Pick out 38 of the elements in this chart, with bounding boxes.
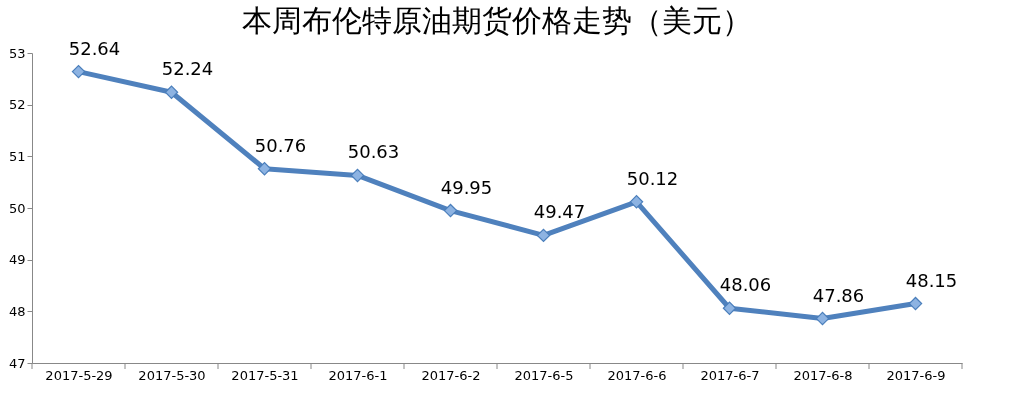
x-tick-label: 2017-5-30 <box>138 367 206 383</box>
data-label: 47.86 <box>812 284 865 306</box>
x-tick-label: 2017-5-29 <box>45 367 113 383</box>
point <box>257 162 272 176</box>
x-tick-label: 2017-6-5 <box>514 367 574 383</box>
data-label: 50.63 <box>347 141 400 163</box>
x-tick-label: 2017-6-1 <box>328 367 388 383</box>
y-tick-label: 53 <box>8 45 26 61</box>
point <box>350 168 365 183</box>
x-tick-label: 2017-6-8 <box>793 367 853 383</box>
point <box>815 311 830 326</box>
data-label: 50.76 <box>254 134 307 156</box>
x-tick-label: 2017-6-9 <box>886 367 946 383</box>
data-label: 48.15 <box>905 269 958 291</box>
x-tick-label: 2017-5-31 <box>231 367 299 383</box>
data-label: 50.12 <box>626 167 679 189</box>
point <box>71 64 86 79</box>
y-tick-label: 51 <box>8 148 26 164</box>
chart-title: 本周布伦特原油期货价格走势（美元） <box>242 2 752 38</box>
data-label: 49.47 <box>533 201 586 223</box>
y-tick-label: 50 <box>8 200 26 216</box>
data-label: 48.06 <box>719 274 772 296</box>
point <box>908 296 923 311</box>
point <box>629 195 644 209</box>
point <box>164 85 179 99</box>
point <box>443 203 458 218</box>
data-label: 52.64 <box>68 37 121 59</box>
x-tick-label: 2017-6-2 <box>421 367 481 383</box>
y-tick-label: 52 <box>8 97 26 113</box>
x-tick-label: 2017-6-6 <box>607 367 667 383</box>
x-tick-label: 2017-6-7 <box>700 367 760 383</box>
data-label: 49.95 <box>440 176 493 198</box>
point <box>722 301 737 315</box>
data-label: 52.24 <box>161 58 214 80</box>
point <box>536 228 551 243</box>
y-tick-label: 47 <box>8 355 26 371</box>
y-tick-label: 48 <box>8 303 26 319</box>
y-tick-label: 49 <box>8 252 26 268</box>
